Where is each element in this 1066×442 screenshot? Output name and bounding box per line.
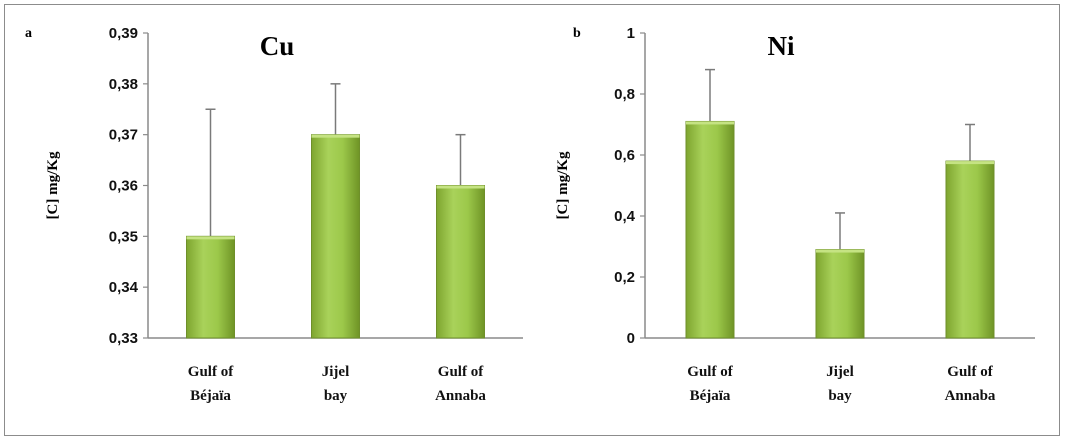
chart-b-category-label: Gulf of <box>687 364 733 380</box>
chart-a-y-tick-label: 0,38 <box>109 76 138 93</box>
chart-b-bar <box>815 249 865 339</box>
chart-a-category-label: bay <box>324 388 348 404</box>
figure-panel: a Cu [C] mg/Kg 0,33 0,34 0,35 0,36 0,37 0,38 0,39… <box>4 4 1060 436</box>
chart-b-category-label: Jijel <box>826 364 854 380</box>
chart-a-category-label: Béjaïa <box>190 388 231 404</box>
chart-b-bar-top <box>686 121 734 125</box>
chart-b-y-axis-label: [C] mg/Kg <box>555 151 571 219</box>
chart-b-bar-top <box>816 249 864 253</box>
chart-b-y-tick-label: 0 <box>627 330 635 347</box>
chart-b-y-tick-label: 0,8 <box>614 86 635 103</box>
chart-b-title: Ni <box>768 31 795 61</box>
chart-a-y-axis-label: [C] mg/Kg <box>45 151 61 219</box>
chart-a-bar-top <box>311 134 360 138</box>
chart-a-y-tick-label: 0,33 <box>109 330 138 347</box>
chart-b-y-tick-label: 0,6 <box>614 147 635 164</box>
chart-a-bar <box>311 134 360 339</box>
chart-b-y-tick-label: 1 <box>627 25 635 42</box>
chart-b-panel-letter: b <box>573 26 581 41</box>
chart-a-bar-top <box>436 185 485 189</box>
chart-a-y-tick-label: 0,34 <box>109 279 139 296</box>
chart-b-category-label: Béjaïa <box>690 388 731 404</box>
bar-charts-svg: a Cu [C] mg/Kg 0,33 0,34 0,35 0,36 0,37 0,38 0,39… <box>25 25 1035 404</box>
chart-a-y-tick-label: 0,39 <box>109 25 138 42</box>
chart-a-panel-letter: a <box>25 26 32 41</box>
chart-a-bar <box>186 235 235 339</box>
chart-a-category-label: Gulf of <box>188 364 234 380</box>
chart-b-category-label: Annaba <box>945 388 996 404</box>
chart-a-category-label: Gulf of <box>438 364 484 380</box>
chart-b-category-label: bay <box>828 388 852 404</box>
chart-b-bar <box>945 160 995 339</box>
chart-a-category-label: Jijel <box>322 364 350 380</box>
chart-b-bar-top <box>946 161 994 165</box>
chart-a-y-tick-label: 0,35 <box>109 228 138 245</box>
chart-a-y-tick-label: 0,36 <box>109 178 138 195</box>
chart-a-title: Cu <box>260 31 295 61</box>
chart-b-y-tick-label: 0,2 <box>614 269 635 286</box>
chart-b-category-label: Gulf of <box>947 364 993 380</box>
chart-a-category-label: Annaba <box>435 388 486 404</box>
chart-b-y-tick-label: 0,4 <box>614 208 636 225</box>
chart-a-bar <box>436 185 485 339</box>
chart-b-bar <box>685 120 735 339</box>
chart-a-bar-top <box>186 236 235 240</box>
chart-a-y-tick-label: 0,37 <box>109 127 138 144</box>
